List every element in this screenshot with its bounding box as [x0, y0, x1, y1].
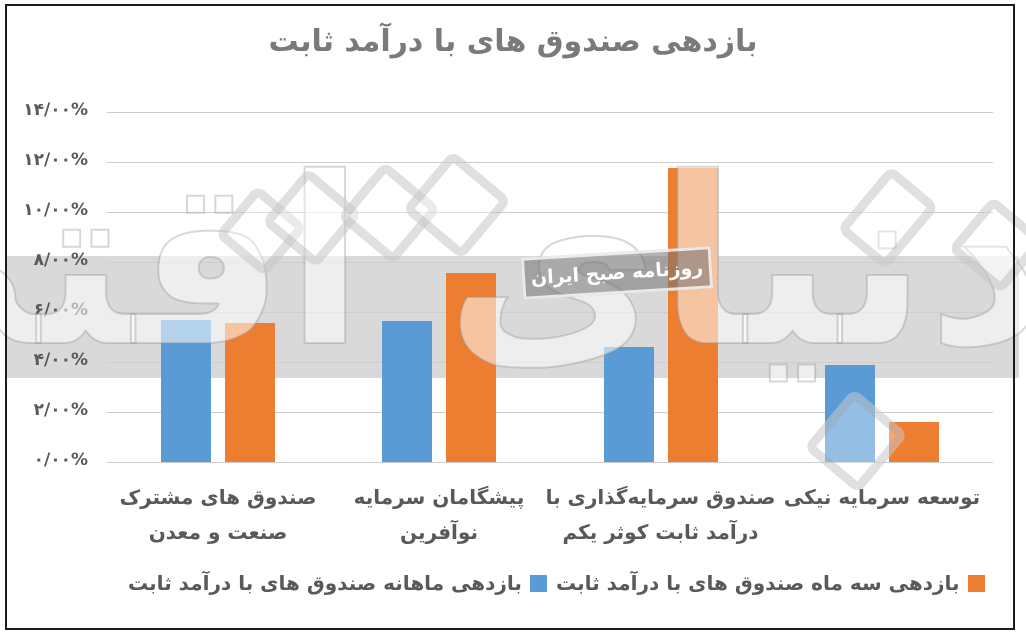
- y-axis-tick-label: ۱۴/۰۰%: [23, 100, 88, 120]
- category-label-line: درآمد ثابت کوثر یکم: [562, 520, 759, 544]
- bar-three-month-group-2: [446, 273, 496, 462]
- gridline: [107, 412, 993, 413]
- gridline: [107, 112, 993, 113]
- y-axis-tick-label: ۰/۰۰%: [33, 450, 88, 470]
- category-label-group-4: توسعه سرمایه نیکی: [762, 480, 1002, 515]
- category-label-group-2: پیشگامان سرمایه نوآفرین: [319, 480, 559, 550]
- chart-legend: بازدهی ماهانه صندوق های با درآمد ثابت با…: [0, 571, 1026, 601]
- y-axis-tick-label: ۴/۰۰%: [33, 350, 88, 370]
- gridline: [107, 162, 993, 163]
- bar-monthly-group-4: [825, 364, 875, 462]
- category-label-line: صندوق سرمایه‌گذاری با: [545, 485, 776, 509]
- legend-label-three-month: بازدهی سه ماه صندوق های با درآمد ثابت: [556, 571, 960, 595]
- gridline: [107, 462, 993, 463]
- legend-item-three-month: بازدهی سه ماه صندوق های با درآمد ثابت: [556, 571, 985, 595]
- category-label-group-1: صندوق های مشترک صنعت و معدن: [98, 480, 338, 550]
- y-axis-tick-label: ۸/۰۰%: [33, 250, 88, 270]
- legend-swatch-blue-icon: [529, 574, 547, 592]
- gridline: [107, 362, 993, 363]
- chart-title: بازدهی صندوق های با درآمد ثابت: [268, 24, 758, 59]
- category-label-group-3: صندوق سرمایه‌گذاری با درآمد ثابت کوثر یکم: [541, 480, 781, 550]
- legend-swatch-orange-icon: [967, 574, 985, 592]
- y-axis-tick-label: ۱۰/۰۰%: [23, 200, 88, 220]
- legend-item-monthly: بازدهی ماهانه صندوق های با درآمد ثابت: [128, 571, 547, 595]
- y-axis-tick-label: ۲/۰۰%: [33, 400, 88, 420]
- bar-three-month-group-4: [889, 422, 939, 462]
- bar-monthly-group-2: [382, 320, 432, 462]
- category-label-line: پیشگامان سرمایه نوآفرین: [353, 485, 525, 544]
- gridline: [107, 212, 993, 213]
- bar-three-month-group-1: [225, 323, 275, 462]
- chart-border: [5, 4, 1015, 630]
- bar-monthly-group-1: [161, 319, 211, 462]
- y-axis-tick-label: ۱۲/۰۰%: [23, 150, 88, 170]
- legend-label-monthly: بازدهی ماهانه صندوق های با درآمد ثابت: [128, 571, 522, 595]
- bar-three-month-group-3: [667, 168, 718, 462]
- bar-monthly-group-3: [603, 347, 654, 462]
- y-axis-tick-label: ۶/۰۰%: [33, 300, 88, 320]
- category-label-line: صنعت و معدن: [148, 520, 288, 544]
- category-label-line: توسعه سرمایه نیکی: [783, 485, 981, 509]
- category-label-line: صندوق های مشترک: [119, 485, 317, 509]
- gridline: [107, 312, 993, 313]
